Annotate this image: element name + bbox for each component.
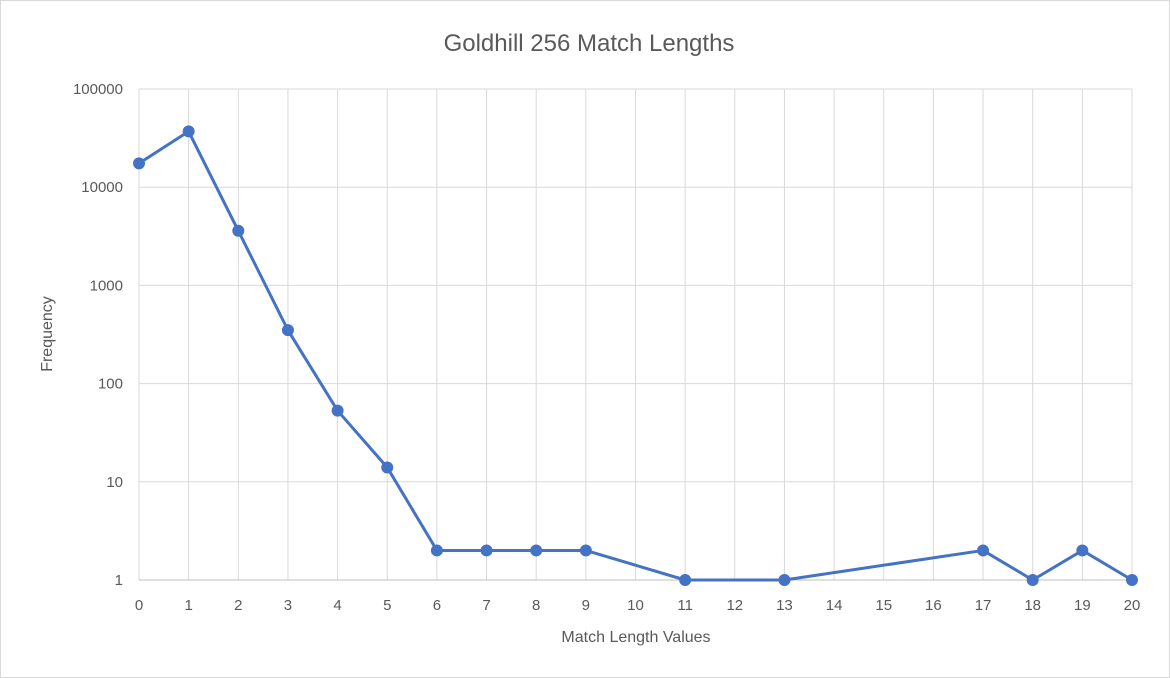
chart-title: Goldhill 256 Match Lengths xyxy=(444,30,735,57)
y-tick-label: 100000 xyxy=(73,81,123,98)
x-tick-label: 9 xyxy=(582,597,590,614)
x-tick-label: 17 xyxy=(975,597,992,614)
x-tick-label: 19 xyxy=(1074,597,1091,614)
data-point xyxy=(1026,574,1039,586)
x-tick-label: 20 xyxy=(1124,597,1141,614)
x-tick-label: 12 xyxy=(726,597,743,614)
x-tick-label: 0 xyxy=(135,597,143,614)
data-point xyxy=(778,574,791,586)
series xyxy=(133,125,1138,586)
x-axis-title: Match Length Values xyxy=(561,629,710,646)
x-tick-label: 16 xyxy=(925,597,942,614)
data-point xyxy=(182,125,195,138)
data-point xyxy=(232,224,245,237)
y-tick-label: 1 xyxy=(115,572,123,589)
x-tick-label: 18 xyxy=(1024,597,1041,614)
data-point xyxy=(281,324,294,337)
data-point xyxy=(331,404,344,417)
data-point xyxy=(977,544,990,557)
x-tick-label: 5 xyxy=(383,597,391,614)
y-tick-label: 1000 xyxy=(90,277,123,294)
data-point xyxy=(480,544,493,557)
x-tick-label: 1 xyxy=(184,597,192,614)
y-tick-label: 10000 xyxy=(81,179,123,196)
data-point xyxy=(1076,544,1089,557)
gridlines xyxy=(138,88,1133,581)
y-axis-title: Frequency xyxy=(39,296,56,372)
x-tick-label: 2 xyxy=(234,597,242,614)
data-point xyxy=(530,544,543,557)
data-point xyxy=(1126,574,1138,586)
x-tick-label: 15 xyxy=(875,597,892,614)
data-point xyxy=(430,544,443,557)
x-tick-label: 11 xyxy=(677,597,693,614)
x-tick-label: 13 xyxy=(776,597,793,614)
data-point xyxy=(579,544,592,557)
data-point xyxy=(133,157,145,170)
x-tick-label: 10 xyxy=(627,597,644,614)
series-line xyxy=(138,129,1133,582)
x-tick-label: 8 xyxy=(532,597,540,614)
y-tick-label: 10 xyxy=(106,474,123,491)
y-tick-label: 100 xyxy=(98,376,123,393)
x-tick-label: 4 xyxy=(333,597,341,614)
data-point xyxy=(679,574,692,586)
x-tick-label: 6 xyxy=(433,597,441,614)
x-tick-label: 3 xyxy=(284,597,292,614)
x-tick-label: 7 xyxy=(482,597,490,614)
data-point xyxy=(381,461,394,474)
x-tick-label: 14 xyxy=(826,597,843,614)
